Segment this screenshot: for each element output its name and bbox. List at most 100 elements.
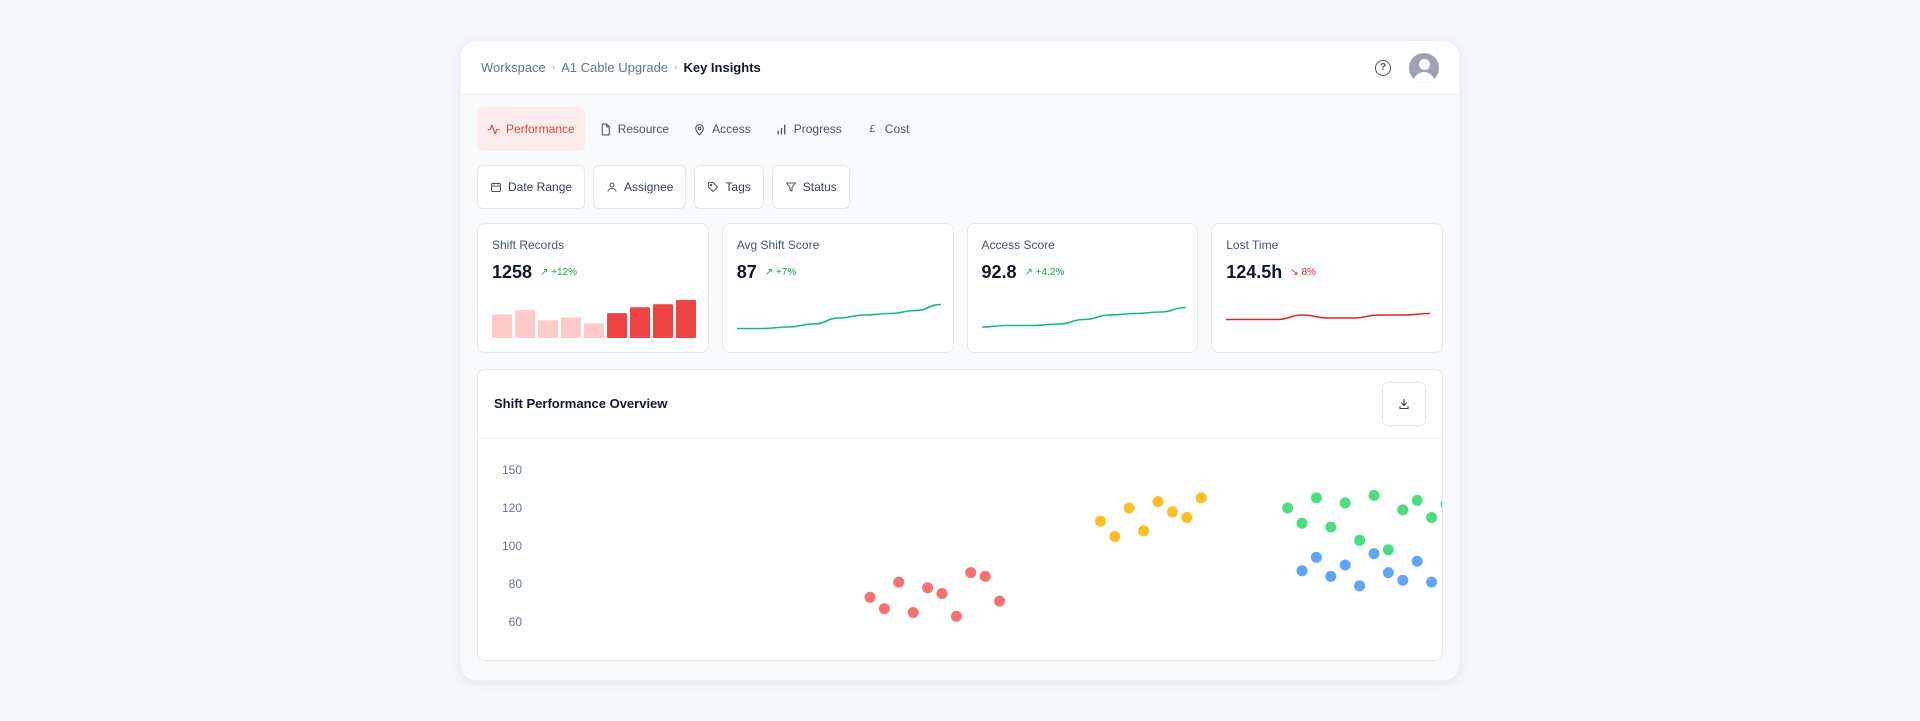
chevron-right-icon: › xyxy=(551,62,556,73)
kpi-label: Avg Shift Score xyxy=(736,238,820,252)
breadcrumb-item-workspace[interactable]: Workspace xyxy=(481,60,546,75)
scatter-chart: 60 80 100 120 150 xyxy=(502,463,1442,629)
kpi-card-avg-shift-score[interactable]: Avg Shift Score 87 ↗ +7% xyxy=(721,223,954,353)
spark-bar xyxy=(630,307,650,338)
tab-performance[interactable]: Performance xyxy=(477,107,585,151)
scatter-point xyxy=(1310,551,1322,563)
scatter-point xyxy=(965,567,977,579)
kpi-delta: ↗ +4.2% xyxy=(1024,267,1065,278)
scatter-point xyxy=(1123,502,1135,514)
filter-label: Tags xyxy=(725,180,751,194)
scatter-point xyxy=(1195,492,1207,504)
download-button[interactable] xyxy=(1382,381,1426,426)
kpi-label: Shift Records xyxy=(492,238,565,252)
kpi-card-shift-records[interactable]: Shift Records 1258 ↗ +12% xyxy=(477,223,709,353)
scatter-point xyxy=(1440,500,1442,508)
scatter-point xyxy=(1296,565,1308,577)
scatter-point xyxy=(1354,534,1366,546)
filter-icon xyxy=(785,182,796,192)
spark-bar xyxy=(561,317,581,338)
scatter-point xyxy=(1296,517,1308,529)
kpi-card-lost-time[interactable]: Lost Time 124.5h ↘ 8% xyxy=(1211,223,1443,353)
kpi-delta: ↗ +12% xyxy=(540,267,578,278)
kpi-value: 92.8 xyxy=(981,262,1017,282)
breadcrumb-current: Key Insights xyxy=(683,60,761,75)
breadcrumb-item-project[interactable]: A1 Cable Upgrade xyxy=(561,60,669,75)
y-tick-label: 60 xyxy=(509,615,523,629)
activity-icon xyxy=(487,124,500,134)
filter-label: Date Range xyxy=(508,180,573,194)
kpi-value: 124.5h xyxy=(1226,262,1283,282)
scatter-point xyxy=(1166,506,1178,518)
sparkline xyxy=(736,303,941,330)
kpi-delta: ↘ 8% xyxy=(1290,267,1316,278)
pound-icon: £ xyxy=(869,123,876,135)
kpi-card-access-score[interactable]: Access Score 92.8 ↗ +4.2% xyxy=(966,223,1199,353)
chevron-right-icon: › xyxy=(674,62,678,73)
tab-label: Performance xyxy=(506,122,575,136)
bar-chart-icon xyxy=(777,123,786,135)
filter-label: Status xyxy=(802,180,837,194)
scatter-point xyxy=(1397,504,1409,516)
y-tick-label: 80 xyxy=(509,577,523,591)
scatter-point xyxy=(878,603,890,615)
scatter-point xyxy=(1382,544,1394,556)
scatter-point xyxy=(1411,494,1423,506)
scatter-point xyxy=(1325,521,1337,533)
scatter-point xyxy=(1411,555,1423,567)
kpi-value: 1258 xyxy=(492,262,533,282)
scatter-point xyxy=(907,607,919,618)
scatter-point xyxy=(1397,574,1409,586)
spark-bar xyxy=(676,299,696,338)
kpi-delta: ↗ +7% xyxy=(764,267,797,278)
download-icon xyxy=(1399,398,1409,409)
tab-label: Access xyxy=(712,122,751,136)
tab-cost[interactable]: £ Cost xyxy=(856,107,920,151)
tab-access[interactable]: Access xyxy=(683,107,761,151)
spark-bar xyxy=(492,314,512,338)
map-pin-icon xyxy=(695,123,704,136)
status-filter[interactable]: Status xyxy=(771,165,850,209)
breadcrumb: Workspace › A1 Cable Upgrade › Key Insig… xyxy=(481,60,761,75)
kpi-value: 87 xyxy=(736,262,757,282)
tab-bar: Performance Resource Access Progress £ C… xyxy=(461,95,1459,151)
kpi-row: Shift Records 1258 ↗ +12% Avg Shift Scor… xyxy=(461,209,1459,353)
scatter-point xyxy=(922,582,934,594)
scatter-point xyxy=(950,610,962,622)
calendar-icon xyxy=(491,182,501,192)
user-avatar-icon[interactable] xyxy=(1409,52,1439,83)
scatter-point xyxy=(1382,567,1394,579)
spark-bar xyxy=(607,313,627,338)
scatter-point xyxy=(864,591,876,603)
help-circle-icon[interactable]: ? xyxy=(1375,59,1391,76)
spark-bar xyxy=(515,310,535,338)
tab-label: Progress xyxy=(793,122,842,136)
scatter-point xyxy=(1339,559,1351,571)
scatter-point xyxy=(1152,496,1164,508)
scatter-point xyxy=(1094,515,1106,527)
scatter-point xyxy=(1109,531,1121,542)
header-actions: ? xyxy=(1375,52,1439,83)
scatter-point xyxy=(1368,489,1380,501)
sparkline-bars xyxy=(492,299,696,338)
y-tick-label: 100 xyxy=(502,539,522,553)
arrow-down-right-icon: ↘ xyxy=(1290,267,1299,278)
tags-filter[interactable]: Tags xyxy=(694,165,764,209)
scatter-point xyxy=(1181,512,1193,523)
spark-line xyxy=(1226,312,1431,321)
sparkline xyxy=(1226,312,1431,321)
spark-bar xyxy=(584,323,604,338)
tab-resource[interactable]: Resource xyxy=(589,107,679,151)
scatter-point xyxy=(1426,576,1438,588)
date-range-filter[interactable]: Date Range xyxy=(477,165,586,209)
file-icon xyxy=(601,123,610,135)
scatter-point xyxy=(1282,502,1294,514)
filter-bar: Date Range Assignee Tags Status xyxy=(461,151,1459,209)
spark-bar xyxy=(653,304,673,338)
arrow-up-right-icon: ↗ xyxy=(1024,267,1033,278)
panel-title: Shift Performance Overview xyxy=(494,396,668,411)
assignee-filter[interactable]: Assignee xyxy=(593,165,687,209)
y-tick-label: 120 xyxy=(502,501,522,515)
tab-progress[interactable]: Progress xyxy=(765,107,852,151)
tab-label: Resource xyxy=(617,122,670,136)
